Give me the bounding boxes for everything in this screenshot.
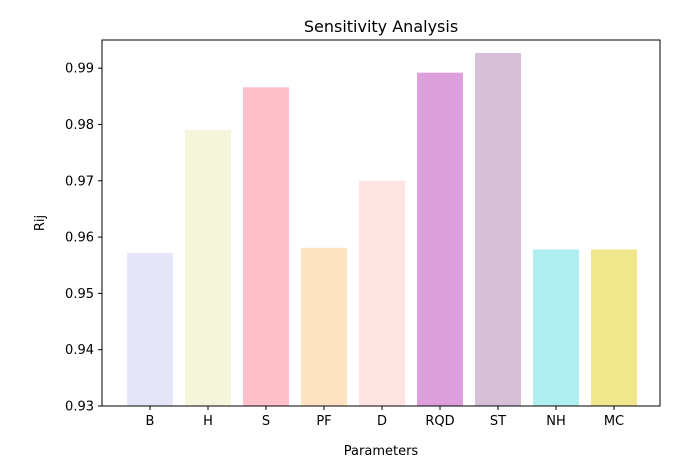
bar-rqd — [417, 72, 463, 407]
y-tick-label: 0.99 — [65, 62, 94, 77]
x-tick-label: B — [146, 414, 155, 429]
x-tick-label: D — [377, 414, 387, 429]
x-tick-label: H — [203, 414, 213, 429]
bar-nh — [533, 249, 579, 406]
y-axis-label: Rij — [33, 215, 48, 231]
bar-b — [127, 252, 173, 406]
x-tick-label: PF — [316, 414, 331, 429]
y-tick-label: 0.97 — [65, 174, 94, 189]
y-tick-label: 0.98 — [65, 118, 94, 133]
bar-st — [475, 52, 521, 406]
x-tick-label: MC — [604, 414, 624, 429]
x-tick-label: NH — [546, 414, 566, 429]
x-tick-label: ST — [490, 414, 506, 429]
y-axis-ticks: 0.93 0.94 0.95 0.96 0.97 0.98 0.99 — [65, 62, 102, 415]
x-axis-ticks: B H S PF D RQD ST NH MC — [146, 406, 624, 429]
bar-s — [243, 87, 289, 406]
bar-h — [185, 130, 231, 407]
plot-frame — [101, 39, 661, 407]
bars-group — [127, 52, 637, 407]
x-tick-label: S — [262, 414, 270, 429]
x-tick-label: RQD — [425, 414, 454, 429]
bar-pf — [301, 247, 347, 406]
y-tick-label: 0.93 — [65, 400, 94, 415]
y-tick-label: 0.95 — [65, 287, 94, 302]
chart-title: Sensitivity Analysis — [304, 17, 458, 36]
bar-mc — [591, 249, 637, 406]
x-axis-label: Parameters — [344, 444, 419, 459]
bar-d — [359, 180, 405, 406]
y-tick-label: 0.94 — [65, 343, 94, 358]
y-tick-label: 0.96 — [65, 231, 94, 246]
